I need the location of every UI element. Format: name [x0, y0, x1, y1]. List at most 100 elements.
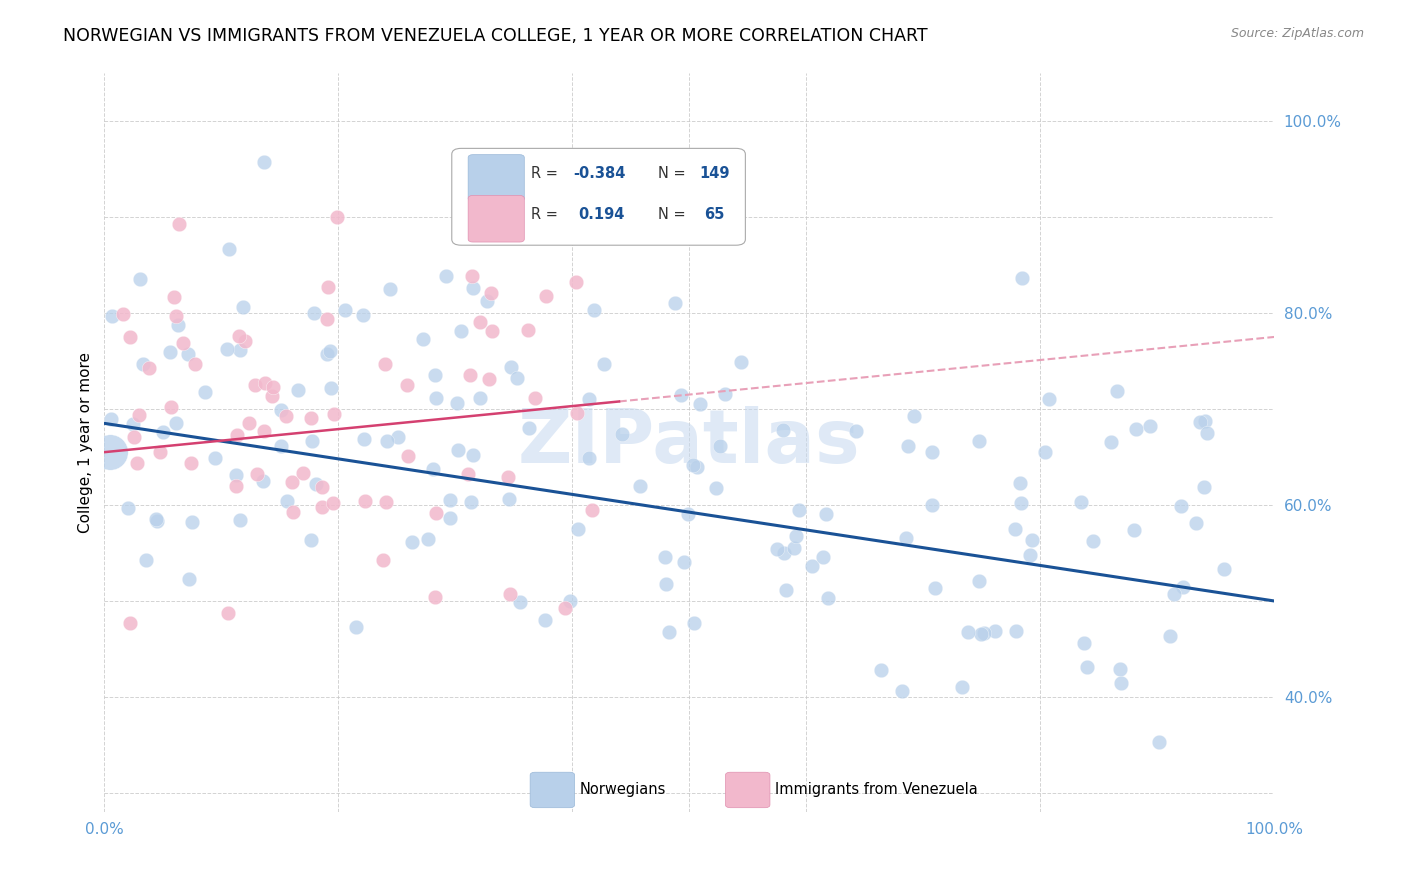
FancyBboxPatch shape — [451, 148, 745, 245]
Point — [159, 345, 181, 359]
Point — [969, 574, 991, 588]
Point — [689, 397, 711, 411]
Point — [439, 493, 461, 508]
Point — [1194, 414, 1216, 428]
Point — [1185, 516, 1208, 531]
Point — [628, 479, 651, 493]
Point — [787, 503, 810, 517]
Point — [132, 357, 155, 371]
Point — [165, 309, 187, 323]
FancyBboxPatch shape — [530, 772, 575, 807]
Point — [229, 343, 252, 358]
Point — [576, 230, 599, 244]
Point — [775, 582, 797, 597]
Text: NORWEGIAN VS IMMIGRANTS FROM VENEZUELA COLLEGE, 1 YEAR OR MORE CORRELATION CHART: NORWEGIAN VS IMMIGRANTS FROM VENEZUELA C… — [63, 27, 928, 45]
Text: Norwegians: Norwegians — [579, 782, 665, 797]
Point — [281, 475, 304, 490]
Point — [468, 391, 491, 405]
Point — [423, 368, 446, 382]
Point — [534, 613, 557, 627]
Point — [592, 357, 614, 371]
Point — [1018, 548, 1040, 562]
Point — [454, 216, 477, 230]
Point — [180, 456, 202, 470]
Point — [215, 342, 238, 356]
Point — [194, 384, 217, 399]
Point — [956, 624, 979, 639]
Point — [567, 522, 589, 536]
Text: ZIPatlas: ZIPatlas — [517, 406, 860, 479]
Point — [344, 620, 367, 634]
Text: Source: ZipAtlas.com: Source: ZipAtlas.com — [1230, 27, 1364, 40]
Text: N =: N = — [658, 167, 690, 181]
Point — [299, 411, 322, 425]
Point — [167, 318, 190, 332]
Point — [583, 302, 606, 317]
Point — [524, 392, 547, 406]
Point — [1123, 523, 1146, 537]
Point — [683, 616, 706, 631]
Point — [253, 154, 276, 169]
Point — [1163, 587, 1185, 601]
Point — [233, 334, 256, 348]
Point — [111, 307, 134, 321]
Point — [177, 346, 200, 360]
Point — [100, 412, 122, 426]
Point — [921, 445, 943, 459]
Point — [845, 425, 868, 439]
Point — [477, 293, 499, 308]
Point — [1005, 624, 1028, 639]
Point — [479, 285, 502, 300]
Point — [354, 493, 377, 508]
Point — [969, 627, 991, 641]
Point — [122, 417, 145, 431]
Point — [499, 587, 522, 601]
Point — [423, 591, 446, 605]
Point — [352, 309, 374, 323]
Point — [1011, 271, 1033, 285]
Point — [152, 425, 174, 440]
Point — [950, 680, 973, 694]
Point — [903, 409, 925, 424]
Point — [481, 324, 503, 338]
Point — [177, 572, 200, 586]
Point — [315, 347, 337, 361]
Point — [246, 467, 269, 481]
Point — [262, 389, 284, 403]
Point — [396, 378, 419, 392]
Point — [1010, 496, 1032, 510]
Point — [353, 432, 375, 446]
Point — [682, 458, 704, 473]
Point — [658, 624, 681, 639]
Point — [167, 218, 190, 232]
Point — [581, 503, 603, 517]
Point — [319, 381, 342, 395]
Point — [811, 550, 834, 565]
Point — [655, 577, 678, 591]
Point — [149, 444, 172, 458]
Point — [375, 434, 398, 448]
Point — [299, 533, 322, 547]
Point — [122, 430, 145, 444]
Point — [772, 546, 794, 560]
Point — [704, 481, 727, 495]
Point — [921, 498, 943, 512]
Point — [374, 494, 396, 508]
Point — [416, 533, 439, 547]
Point — [984, 624, 1007, 638]
Point — [967, 434, 990, 449]
Point — [765, 541, 787, 556]
Point — [1109, 676, 1132, 690]
Point — [229, 513, 252, 527]
Point — [1010, 476, 1032, 491]
Point — [224, 478, 246, 492]
Point — [671, 387, 693, 401]
Point — [184, 358, 207, 372]
Point — [276, 409, 298, 423]
FancyBboxPatch shape — [468, 195, 524, 242]
Point — [204, 451, 226, 466]
Point — [396, 449, 419, 463]
Point — [378, 282, 401, 296]
Point — [101, 309, 124, 323]
Point — [412, 332, 434, 346]
